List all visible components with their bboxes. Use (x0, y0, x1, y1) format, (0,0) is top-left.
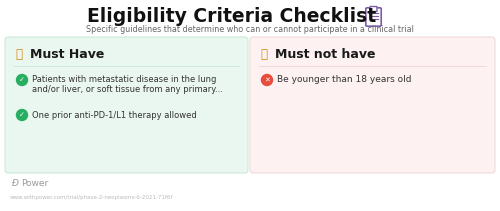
FancyBboxPatch shape (5, 37, 248, 173)
Text: 👍: 👍 (16, 49, 22, 61)
Circle shape (262, 74, 272, 85)
Circle shape (16, 110, 28, 120)
Text: www.withpower.com/trial/phase-2-neoplasms-6-2021-71f6f: www.withpower.com/trial/phase-2-neoplasm… (10, 195, 173, 199)
FancyBboxPatch shape (370, 7, 377, 12)
Text: ✓: ✓ (19, 112, 25, 118)
Text: ✓: ✓ (19, 77, 25, 83)
Text: Power: Power (21, 179, 48, 188)
Text: and/or liver, or soft tissue from any primary...: and/or liver, or soft tissue from any pr… (32, 85, 223, 95)
Circle shape (16, 74, 28, 85)
Text: Specific guidelines that determine who can or cannot participate in a clinical t: Specific guidelines that determine who c… (86, 26, 414, 35)
FancyBboxPatch shape (250, 37, 495, 173)
Text: Be younger than 18 years old: Be younger than 18 years old (277, 76, 411, 84)
Text: Must Have: Must Have (30, 49, 104, 61)
Text: Eligibility Criteria Checklist: Eligibility Criteria Checklist (88, 8, 377, 27)
Text: Must not have: Must not have (275, 49, 376, 61)
Text: One prior anti-PD-1/L1 therapy allowed: One prior anti-PD-1/L1 therapy allowed (32, 111, 197, 119)
FancyBboxPatch shape (366, 8, 381, 26)
Text: Ð: Ð (12, 179, 19, 188)
Text: ✕: ✕ (264, 77, 270, 83)
Text: Patients with metastatic disease in the lung: Patients with metastatic disease in the … (32, 76, 216, 84)
Text: 👎: 👎 (260, 49, 268, 61)
